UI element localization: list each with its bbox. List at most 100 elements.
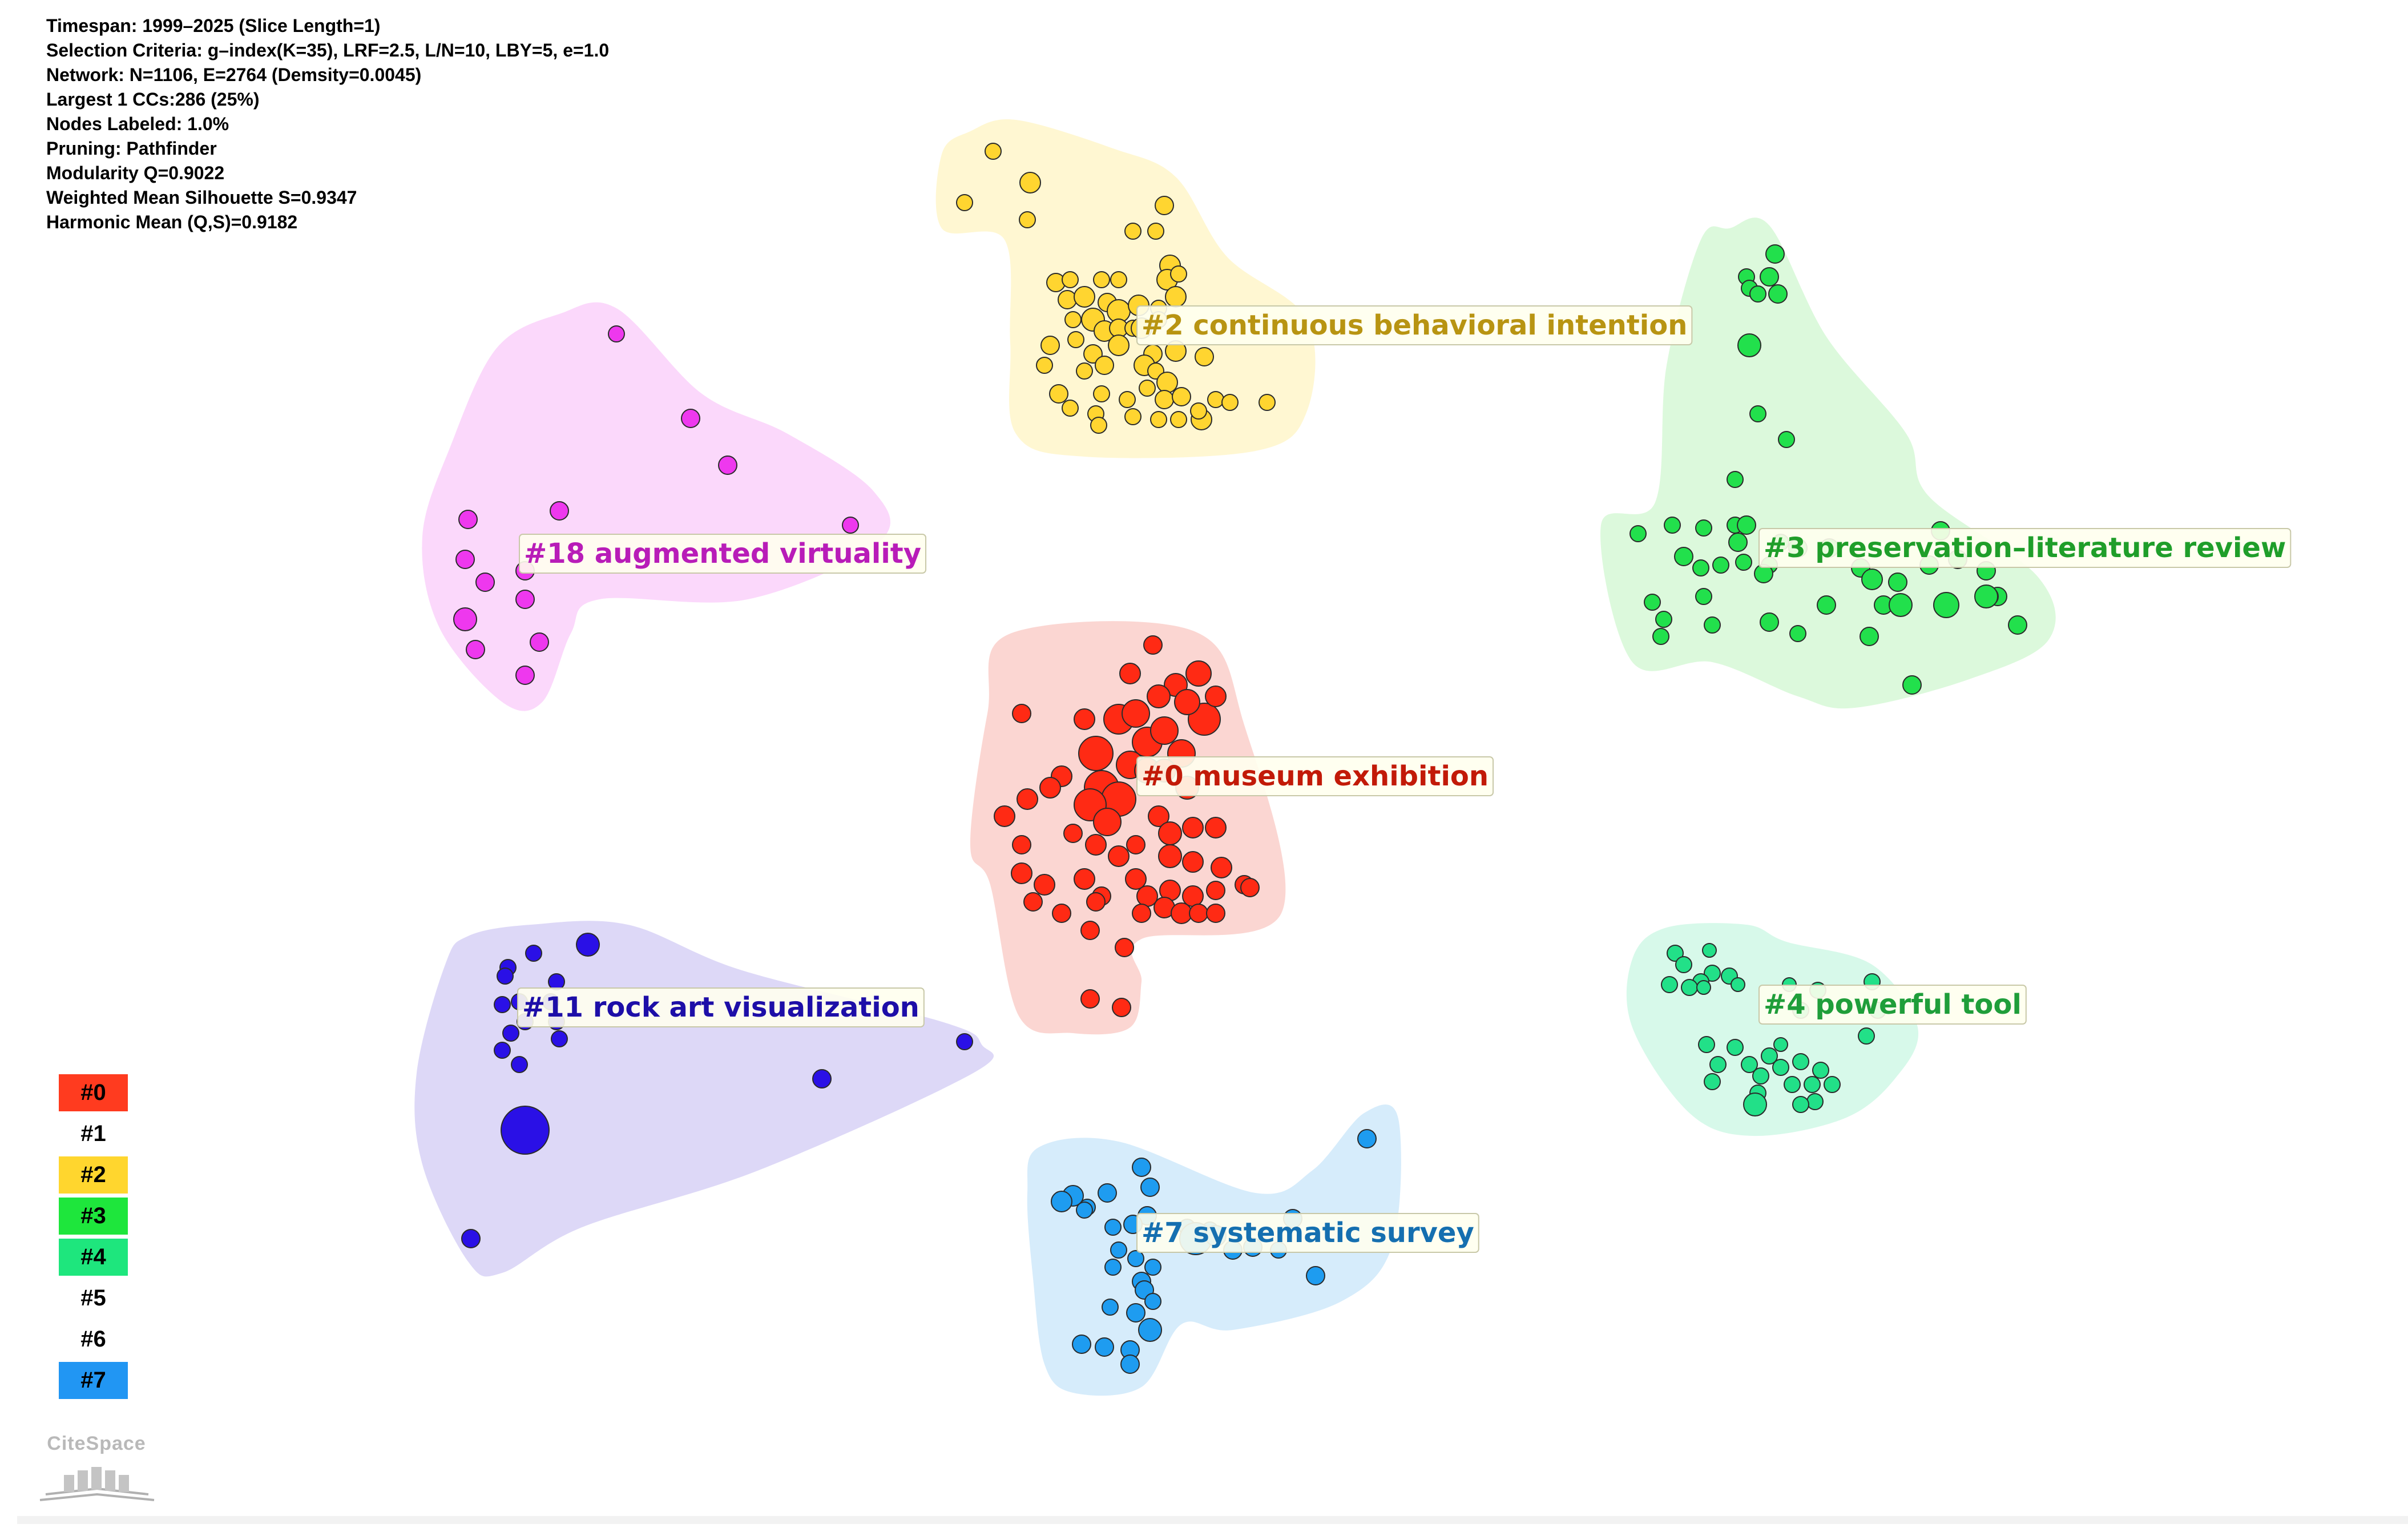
network-node-c11-16[interactable] xyxy=(501,1106,550,1155)
network-node-c4-18[interactable] xyxy=(1858,1027,1875,1045)
network-node-c2-50[interactable] xyxy=(1062,400,1079,417)
network-node-c3-11[interactable] xyxy=(1664,517,1681,534)
network-node-c3-33[interactable] xyxy=(1644,594,1661,611)
network-node-c3-12[interactable] xyxy=(1695,519,1712,537)
network-node-c7-22[interactable] xyxy=(1104,1259,1122,1276)
network-node-c3-46[interactable] xyxy=(1652,628,1669,645)
network-node-c7-23[interactable] xyxy=(1306,1266,1325,1285)
network-node-c2-0[interactable] xyxy=(985,143,1002,160)
network-node-c11-15[interactable] xyxy=(956,1033,973,1050)
legend-item-5[interactable]: #5 xyxy=(80,1285,106,1311)
network-node-c3-4[interactable] xyxy=(1749,285,1766,303)
network-node-c0-48[interactable] xyxy=(1086,892,1106,912)
network-node-c2-41[interactable] xyxy=(1049,384,1068,404)
network-node-c2-34[interactable] xyxy=(1195,347,1214,366)
network-node-c3-0[interactable] xyxy=(1765,244,1785,264)
network-node-c2-47[interactable] xyxy=(1207,391,1224,408)
network-node-c7-28[interactable] xyxy=(1126,1303,1145,1323)
network-node-c0-25[interactable] xyxy=(1039,777,1061,799)
network-node-c4-7[interactable] xyxy=(1661,976,1678,993)
legend-item-2[interactable]: #2 xyxy=(59,1156,128,1194)
network-node-c0-57[interactable] xyxy=(1143,635,1163,655)
network-node-c2-5[interactable] xyxy=(1124,223,1142,240)
cluster-label-c3[interactable]: #3 preservation–literature review xyxy=(1758,528,2292,568)
network-node-c7-7[interactable] xyxy=(1076,1202,1093,1219)
network-node-c3-6[interactable] xyxy=(1737,333,1761,357)
network-node-c3-7[interactable] xyxy=(1749,405,1766,422)
network-node-c18-5[interactable] xyxy=(842,517,859,534)
network-node-c0-32[interactable] xyxy=(1182,851,1204,873)
network-node-c2-57[interactable] xyxy=(1090,417,1107,434)
network-node-c4-19[interactable] xyxy=(1709,1056,1727,1073)
network-node-c3-18[interactable] xyxy=(1692,559,1709,576)
network-node-c11-14[interactable] xyxy=(812,1069,832,1088)
network-node-c3-38[interactable] xyxy=(1817,595,1836,615)
network-node-c11-3[interactable] xyxy=(497,967,514,985)
network-node-c4-2[interactable] xyxy=(1675,956,1692,973)
network-node-c0-2[interactable] xyxy=(1074,708,1095,730)
network-node-c0-31[interactable] xyxy=(1158,844,1182,868)
network-node-c7-33[interactable] xyxy=(1120,1354,1140,1374)
cluster-label-c7[interactable]: #7 systematic survey xyxy=(1136,1213,1479,1253)
network-node-c4-27[interactable] xyxy=(1804,1076,1821,1093)
network-node-c0-54[interactable] xyxy=(1115,938,1134,957)
network-node-c0-62[interactable] xyxy=(1185,660,1212,687)
network-node-c2-11[interactable] xyxy=(1110,271,1127,288)
network-node-c4-0[interactable] xyxy=(1667,945,1684,962)
network-node-c0-50[interactable] xyxy=(1080,921,1100,940)
network-node-c3-36[interactable] xyxy=(1704,616,1721,634)
network-node-c0-7[interactable] xyxy=(1150,716,1179,745)
network-node-c11-17[interactable] xyxy=(461,1229,481,1248)
network-node-c0-22[interactable] xyxy=(1205,817,1227,838)
network-node-c18-11[interactable] xyxy=(530,632,549,652)
network-node-c4-22[interactable] xyxy=(1772,1059,1789,1076)
network-node-c0-47[interactable] xyxy=(1052,904,1071,923)
network-node-c11-0[interactable] xyxy=(576,933,600,957)
cluster-label-c11[interactable]: #11 rock art visualization xyxy=(517,987,925,1027)
network-node-c7-26[interactable] xyxy=(1144,1293,1161,1310)
network-node-c7-27[interactable] xyxy=(1102,1299,1119,1316)
network-node-c0-28[interactable] xyxy=(1085,834,1107,856)
network-node-c3-26[interactable] xyxy=(1888,573,1907,592)
network-node-c4-15[interactable] xyxy=(1698,1036,1715,1053)
network-node-c2-3[interactable] xyxy=(1019,211,1036,228)
network-node-c2-43[interactable] xyxy=(1119,391,1136,408)
network-node-c18-8[interactable] xyxy=(475,573,495,592)
network-node-c4-24[interactable] xyxy=(1812,1062,1829,1079)
network-node-c0-19[interactable] xyxy=(1148,805,1169,827)
network-node-c3-8[interactable] xyxy=(1778,431,1795,448)
network-node-c4-1[interactable] xyxy=(1702,943,1717,958)
network-node-c4-21[interactable] xyxy=(1761,1047,1778,1065)
network-node-c0-58[interactable] xyxy=(1119,663,1141,684)
network-node-c0-30[interactable] xyxy=(1126,835,1145,854)
network-node-c3-41[interactable] xyxy=(1933,592,1959,618)
network-node-c3-34[interactable] xyxy=(1655,611,1672,628)
cluster-label-c2[interactable]: #2 continuous behavioral intention xyxy=(1136,305,1693,345)
network-node-c0-36[interactable] xyxy=(1074,868,1095,890)
network-node-c18-2[interactable] xyxy=(718,455,737,475)
network-node-c4-16[interactable] xyxy=(1727,1039,1744,1056)
network-node-c0-49[interactable] xyxy=(1023,892,1043,912)
network-node-c2-29[interactable] xyxy=(1067,331,1084,348)
network-node-c11-7[interactable] xyxy=(494,996,511,1013)
legend-item-7[interactable]: #7 xyxy=(59,1362,128,1399)
network-node-c3-47[interactable] xyxy=(1902,675,1922,695)
network-node-c0-0[interactable] xyxy=(1012,704,1031,723)
network-node-c3-15[interactable] xyxy=(1728,533,1748,552)
network-node-c0-23[interactable] xyxy=(994,805,1015,827)
network-node-c7-30[interactable] xyxy=(1072,1335,1091,1354)
network-node-c18-0[interactable] xyxy=(608,325,625,342)
network-node-c3-5[interactable] xyxy=(1768,284,1788,304)
network-node-c4-9[interactable] xyxy=(1696,980,1711,995)
network-node-c0-34[interactable] xyxy=(1011,862,1032,884)
network-node-c18-3[interactable] xyxy=(550,501,569,521)
network-node-c3-45[interactable] xyxy=(1860,627,1879,646)
network-node-c2-2[interactable] xyxy=(1019,172,1041,193)
network-node-c0-18[interactable] xyxy=(1093,808,1122,836)
network-node-c18-10[interactable] xyxy=(453,607,477,631)
network-node-c4-8[interactable] xyxy=(1681,979,1698,996)
network-node-c7-0[interactable] xyxy=(1357,1129,1377,1148)
bottom-scrollbar[interactable] xyxy=(17,1516,2408,1524)
network-node-c0-51[interactable] xyxy=(1132,904,1151,923)
network-node-c2-42[interactable] xyxy=(1093,385,1110,402)
